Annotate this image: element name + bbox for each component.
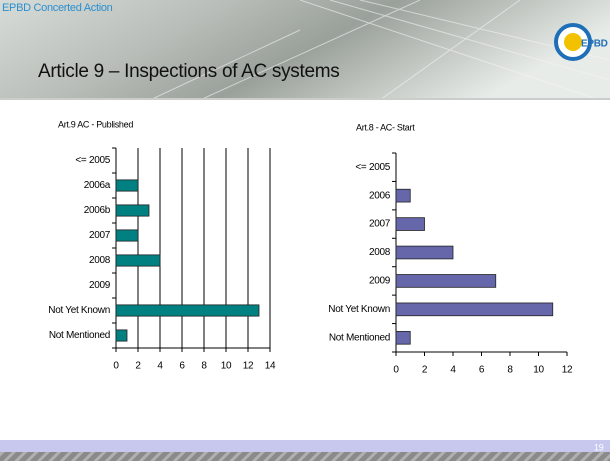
bar — [396, 218, 425, 231]
bar — [116, 255, 160, 266]
bar — [116, 230, 138, 241]
org-name: EPBD Concerted Action — [2, 2, 113, 14]
x-tick-label: 14 — [265, 361, 276, 372]
y-tick-label: Not Yet Known — [48, 305, 110, 316]
x-tick-label: 2 — [422, 365, 428, 376]
bar — [116, 305, 259, 316]
bar — [396, 303, 553, 316]
y-tick-label: Not Mentioned — [49, 330, 110, 341]
chart-title: Art.9 AC - Published — [58, 119, 133, 129]
header-image — [0, 0, 610, 100]
page-number: 19 — [594, 442, 604, 452]
bar — [396, 189, 410, 202]
y-tick-label: 2009 — [89, 280, 111, 291]
x-tick-label: 2 — [135, 361, 141, 372]
footer-stripes — [0, 452, 610, 461]
slide: EPBD Concerted Action Article 9 – Inspec… — [0, 0, 610, 461]
bar — [116, 180, 138, 191]
header-rule — [0, 98, 610, 100]
x-tick-label: 10 — [221, 361, 232, 372]
y-tick-label: <= 2005 — [355, 162, 390, 173]
bar — [396, 246, 453, 259]
x-tick-label: 8 — [507, 365, 513, 376]
footer-bar — [0, 440, 610, 452]
x-tick-label: 0 — [393, 365, 399, 376]
x-tick-label: 12 — [562, 365, 573, 376]
x-tick-label: 10 — [533, 365, 544, 376]
x-tick-label: 0 — [113, 361, 119, 372]
y-tick-label: Not Yet Known — [328, 304, 390, 315]
y-tick-label: 2008 — [89, 255, 111, 266]
y-tick-label: 2006b — [84, 205, 111, 216]
bar — [116, 205, 149, 216]
x-tick-label: 4 — [450, 365, 456, 376]
logo-dot — [564, 33, 582, 51]
y-tick-label: 2007 — [369, 219, 391, 230]
logo-text: EPBD — [581, 39, 608, 50]
bar — [116, 330, 127, 341]
x-tick-label: 6 — [179, 361, 185, 372]
chart-title: Art.8 - AC- Start — [356, 122, 415, 132]
y-tick-label: Not Mentioned — [329, 332, 390, 343]
x-tick-label: 8 — [201, 361, 207, 372]
x-tick-label: 4 — [157, 361, 163, 372]
y-tick-label: <= 2005 — [75, 155, 110, 166]
y-tick-label: 2006a — [84, 180, 111, 191]
y-tick-label: 2006 — [369, 190, 391, 201]
x-tick-label: 6 — [479, 365, 485, 376]
y-tick-label: 2009 — [369, 276, 391, 287]
y-tick-label: 2008 — [369, 247, 391, 258]
y-tick-label: 2007 — [89, 230, 111, 241]
bar — [396, 331, 410, 344]
slide-title: Article 9 – Inspections of AC systems — [38, 61, 339, 82]
x-tick-label: 12 — [243, 361, 254, 372]
bar — [396, 275, 496, 288]
